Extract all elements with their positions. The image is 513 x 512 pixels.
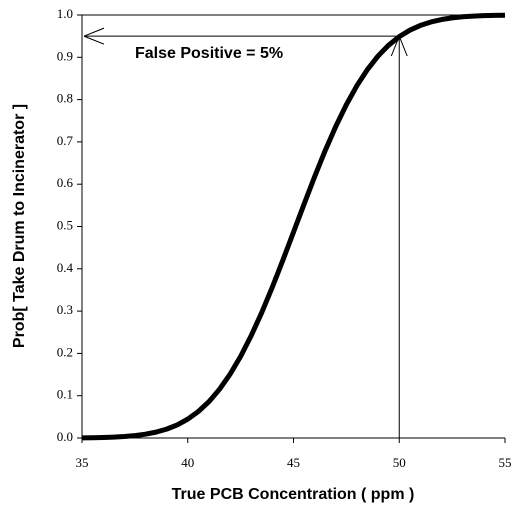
y-tick-label: 0.4 (57, 260, 74, 275)
y-tick-label: 0.5 (57, 217, 73, 232)
x-tick-label: 45 (287, 455, 300, 470)
y-tick-label: 0.1 (57, 387, 73, 402)
data-line (81, 12, 506, 441)
x-tick-label: 50 (393, 455, 406, 470)
x-axis-label: True PCB Concentration ( ppm ) (172, 486, 415, 503)
y-axis-label: Prob[ Take Drum to Incinerator ] (11, 104, 28, 348)
annotation: False Positive = 5% (135, 45, 283, 62)
x-tick-label: 35 (76, 455, 89, 470)
y-tick-label: 0.0 (57, 429, 73, 444)
y-tick-label: 1.0 (57, 6, 73, 21)
y-tick-label: 0.2 (57, 344, 73, 359)
y-tick-label: 0.9 (57, 48, 73, 63)
y-tick-label: 0.7 (57, 133, 74, 148)
y-tick-label: 0.3 (57, 302, 73, 317)
y-tick-label: 0.8 (57, 91, 73, 106)
x-tick-label: 40 (181, 455, 194, 470)
x-tick-label: 55 (499, 455, 512, 470)
y-tick-label: 0.6 (57, 175, 74, 190)
